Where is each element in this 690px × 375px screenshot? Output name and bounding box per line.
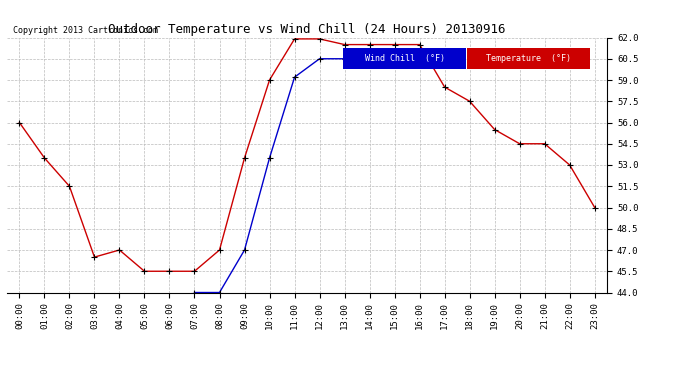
Text: Temperature  (°F): Temperature (°F) (486, 54, 571, 63)
Text: Wind Chill  (°F): Wind Chill (°F) (364, 54, 444, 63)
Title: Outdoor Temperature vs Wind Chill (24 Hours) 20130916: Outdoor Temperature vs Wind Chill (24 Ho… (108, 23, 506, 36)
FancyBboxPatch shape (343, 48, 466, 69)
Text: Copyright 2013 Cartronics.com: Copyright 2013 Cartronics.com (13, 26, 158, 35)
FancyBboxPatch shape (467, 48, 591, 69)
